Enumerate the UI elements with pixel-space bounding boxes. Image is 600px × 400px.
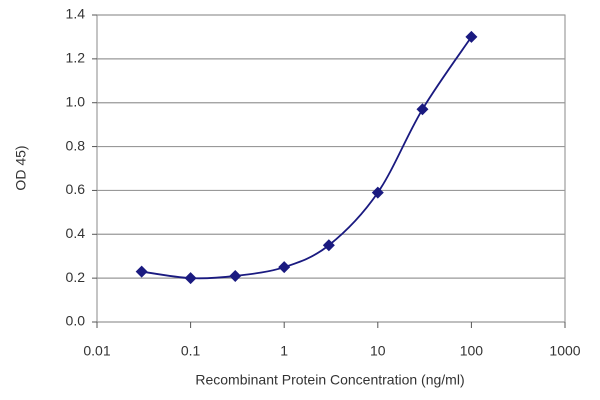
data-point [322, 239, 335, 252]
data-point [278, 261, 291, 274]
data-point [184, 272, 197, 285]
data-point [229, 269, 242, 282]
y-tick-label: 1.4 [66, 6, 86, 22]
x-tick-label: 10 [370, 343, 386, 359]
x-tick-label: 1 [280, 343, 288, 359]
data-point [135, 265, 148, 278]
data-point [371, 186, 384, 199]
y-tick-label: 1.0 [66, 93, 86, 109]
x-tick-label: 0.1 [181, 343, 201, 359]
y-tick-label: 0.8 [66, 137, 86, 153]
y-tick-label: 0.2 [66, 269, 86, 285]
data-point [465, 30, 478, 43]
x-tick-label: 100 [460, 343, 484, 359]
plot-area [96, 14, 566, 323]
x-tick-label: 0.01 [83, 343, 110, 359]
y-tick-label: 0.0 [66, 313, 86, 329]
data-point [416, 103, 429, 116]
y-tick-label: 0.6 [66, 181, 86, 197]
x-axis-label: Recombinant Protein Concentration (ng/ml… [195, 372, 464, 388]
x-tick-label: 1000 [549, 343, 580, 359]
y-axis-label: OD 45) [13, 145, 29, 190]
y-tick-label: 0.4 [66, 225, 86, 241]
y-tick-label: 1.2 [66, 50, 86, 66]
